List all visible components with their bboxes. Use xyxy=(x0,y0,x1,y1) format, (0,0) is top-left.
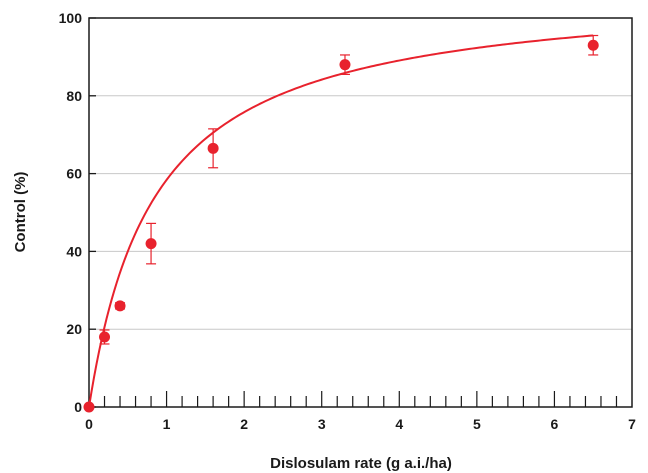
x-tick-label-4: 4 xyxy=(395,416,403,432)
tick-marks xyxy=(89,17,618,408)
gridlines xyxy=(89,95,632,330)
data-point xyxy=(587,39,599,51)
x-tick-label-3: 3 xyxy=(318,416,326,432)
tick-labels: 0 1 2 3 4 5 6 7 0 20 40 60 80 100 xyxy=(59,10,636,432)
data-point xyxy=(207,142,219,154)
x-tick-label-1: 1 xyxy=(163,416,171,432)
x-tick-label-5: 5 xyxy=(473,416,481,432)
y-tick-label-80: 80 xyxy=(66,88,82,104)
data-point xyxy=(99,331,111,343)
error-bars xyxy=(99,34,599,345)
x-tick-label-2: 2 xyxy=(240,416,248,432)
y-tick-label-40: 40 xyxy=(66,243,82,259)
x-axis-title: Dislosulam rate (g a.i./ha) xyxy=(270,455,452,472)
y-tick-label-0: 0 xyxy=(74,399,82,415)
x-tick-label-6: 6 xyxy=(551,416,559,432)
fit-curve xyxy=(88,34,594,408)
x-tick-label-7: 7 xyxy=(628,416,636,432)
y-axis-title: Control (%) xyxy=(12,172,29,253)
data-points xyxy=(83,39,599,413)
y-tick-label-60: 60 xyxy=(66,166,82,182)
axes xyxy=(88,17,633,408)
data-point xyxy=(114,300,126,312)
data-point xyxy=(145,238,157,250)
y-tick-label-20: 20 xyxy=(66,321,82,337)
data-point xyxy=(83,401,95,413)
x-tick-label-0: 0 xyxy=(85,416,93,432)
plot-frame xyxy=(88,17,633,408)
data-point xyxy=(339,59,351,71)
y-tick-label-100: 100 xyxy=(59,10,83,26)
